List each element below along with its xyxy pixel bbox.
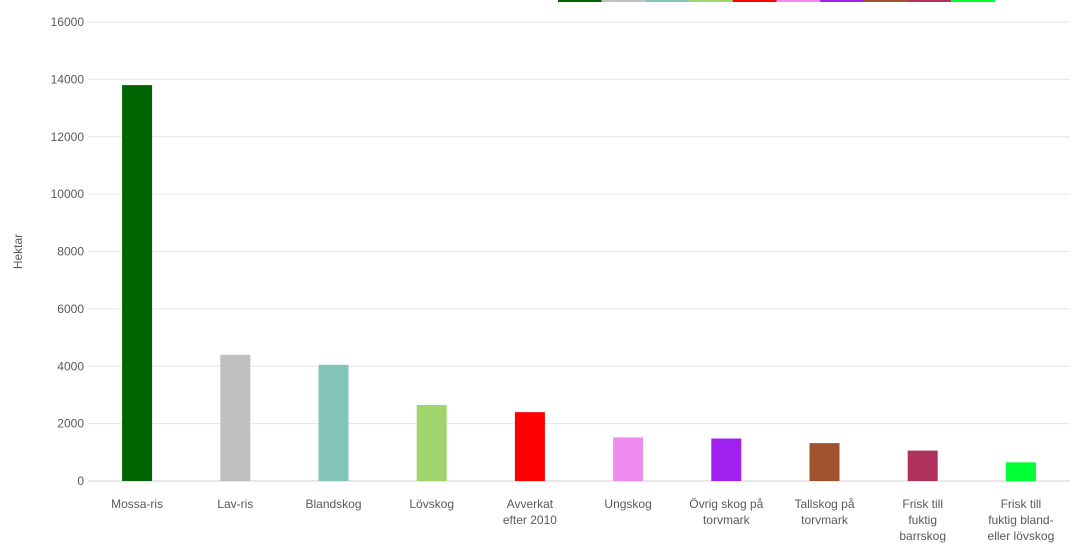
legend-strip	[558, 0, 995, 2]
legend-swatch	[689, 0, 733, 2]
bar	[907, 450, 938, 481]
bar	[1005, 462, 1036, 481]
y-tick-label: 6000	[57, 302, 84, 316]
x-tick-label: Lövskog	[409, 497, 454, 511]
legend-swatch	[820, 0, 864, 2]
legend-swatch	[558, 0, 602, 2]
y-tick-label: 0	[77, 474, 84, 488]
legend-swatch	[863, 0, 908, 2]
bar	[122, 85, 153, 482]
y-tick-label: 4000	[57, 359, 84, 373]
legend-swatch	[732, 0, 777, 2]
x-tick-label: Tallskog på torvmark	[794, 497, 854, 527]
x-tick-label: Lav-ris	[217, 497, 253, 511]
legend-swatch	[776, 0, 821, 2]
bar	[514, 412, 545, 481]
bar	[220, 354, 251, 481]
x-tick-label: Mossa-ris	[111, 497, 163, 511]
x-tick-label: Frisk till fuktig barrskog	[899, 497, 946, 543]
y-tick-label: 14000	[51, 72, 85, 86]
bar	[318, 364, 349, 481]
y-tick-label: 2000	[57, 417, 84, 431]
legend-swatch	[645, 0, 690, 2]
legend-swatch	[951, 0, 995, 2]
x-axis-labels: Mossa-ris Lav-ris Blandskog Lövskog Avverkat…	[111, 497, 1054, 543]
legend-swatch	[601, 0, 646, 2]
bar	[809, 443, 840, 481]
y-tick-label: 10000	[51, 187, 85, 201]
bar	[416, 404, 447, 481]
gridlines	[88, 21, 1070, 482]
y-tick-label: 12000	[51, 130, 85, 144]
x-tick-label: Frisk till fuktig bland-eller lövskog	[988, 497, 1055, 543]
x-tick-label: Ungskog	[604, 497, 651, 511]
y-axis-title: Hektar	[11, 234, 25, 269]
bars	[122, 85, 1036, 482]
bar	[613, 437, 644, 481]
y-tick-label: 16000	[51, 15, 85, 29]
x-tick-label: Blandskog	[305, 497, 361, 511]
y-axis-ticks: 0 2000 4000 6000 8000 10000 12000 14000 16000	[51, 15, 85, 488]
y-tick-label: 8000	[57, 245, 84, 259]
legend-swatch	[907, 0, 952, 2]
bar	[711, 438, 742, 481]
x-tick-label: Avverkat efter 2010	[503, 497, 557, 527]
x-tick-label: Övrig skog på torvmark	[689, 497, 763, 527]
